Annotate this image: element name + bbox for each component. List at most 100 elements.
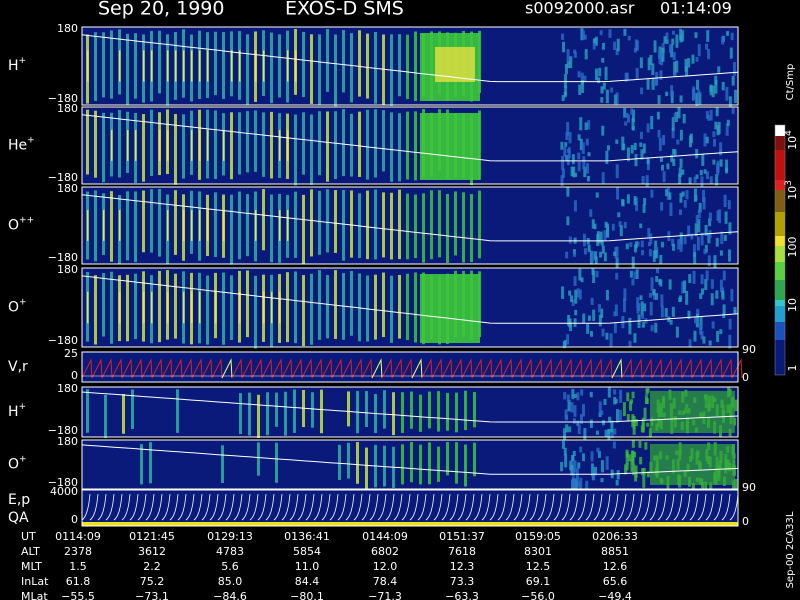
spectrum-noise <box>659 157 663 163</box>
spectrum-streak <box>254 110 257 172</box>
spectrum-noise <box>607 429 611 440</box>
energy-trace <box>585 493 595 521</box>
panel-label: H+ <box>8 402 26 421</box>
panel-frame <box>81 351 739 383</box>
date: Sep 20, 1990 <box>98 0 224 20</box>
y-tick-label: 180 <box>57 382 78 395</box>
cell: 5854 <box>293 545 321 558</box>
spectrum-noise <box>646 159 650 171</box>
spectrum-streak <box>318 270 321 340</box>
spectrum-noise <box>564 454 568 468</box>
spectrum-noise <box>697 218 701 233</box>
spectrum-streak <box>366 33 369 99</box>
spectrum-noise <box>701 154 705 166</box>
spectrum-noise <box>623 28 627 36</box>
panel-label: O++ <box>8 215 34 234</box>
spectrum-noise <box>677 239 681 250</box>
spectrum-noise <box>704 279 708 291</box>
spectrum-noise <box>694 32 698 39</box>
spectrum-streak <box>310 34 313 104</box>
spectrum-streak <box>358 273 361 342</box>
spectrum-noise <box>645 175 649 189</box>
spectrum-noise <box>630 459 634 472</box>
spectrum-streak <box>382 110 385 172</box>
spectrum-noise <box>579 477 583 491</box>
spectrum-noise <box>589 209 593 217</box>
spectrum-noise <box>569 56 573 69</box>
spectrum-noise <box>566 394 570 402</box>
spectrum-noise <box>685 290 689 305</box>
colorbar-segment <box>775 136 785 150</box>
spectrum-streak <box>446 392 449 431</box>
velocity-trace <box>431 358 443 379</box>
spectrum-noise <box>659 70 663 80</box>
spectrum-noise <box>581 142 585 154</box>
spectrum-noise <box>652 250 656 262</box>
spectrum-noise <box>598 412 602 418</box>
spectrum-core <box>199 210 201 241</box>
spectrum-noise <box>695 174 699 179</box>
spectrum-noise <box>640 149 644 160</box>
y-tick-label: 25 <box>64 347 78 360</box>
spectrum-streak <box>446 193 449 263</box>
spectrum-streak <box>311 392 314 428</box>
spectrum-streak <box>134 191 137 263</box>
velocity-trace <box>111 358 123 379</box>
spectrum-streak <box>438 190 441 258</box>
spectrum-noise <box>604 429 608 437</box>
spectrum-noise <box>647 242 651 247</box>
spectrum-noise <box>581 30 585 40</box>
spectrum-noise <box>675 60 679 73</box>
spectrum-noise <box>719 159 723 167</box>
spectrum-noise <box>626 147 630 162</box>
energy-trace <box>441 493 451 521</box>
spectrum-noise <box>583 248 587 255</box>
spectrum-streak <box>142 190 145 253</box>
row-label: MLat <box>21 590 48 600</box>
spectrum-noise <box>625 463 629 471</box>
spectrum-noise <box>631 278 635 286</box>
spectrum-noise <box>640 425 644 433</box>
spectrum-noise <box>603 398 607 406</box>
spectrum-noise <box>605 289 609 301</box>
spectrum-noise <box>650 277 654 291</box>
spectrum-noise <box>641 417 645 431</box>
spectrum-noise <box>591 463 595 477</box>
spectrum-noise <box>600 460 604 473</box>
y-tick-label: 180 <box>57 102 78 115</box>
spectrum-noise <box>578 84 582 95</box>
spectrum-noise <box>634 465 638 478</box>
velocity-trace <box>511 358 523 379</box>
y-tick-label: 180 <box>57 22 78 35</box>
spectrum-streak <box>270 32 273 104</box>
spectrum-noise <box>640 240 644 248</box>
spectrum-streak <box>347 391 350 427</box>
spectrum-streak <box>462 192 465 263</box>
spectrum-noise <box>597 450 601 458</box>
footer-id: Sep-00 2CA33L <box>785 511 796 588</box>
spectrum-noise <box>629 242 633 248</box>
spectrum-streak <box>310 189 313 257</box>
colorbar-tick-base: 10 <box>786 186 799 200</box>
spectrum-streak <box>238 191 241 260</box>
spectrum-noise <box>733 89 737 103</box>
spectrum-streak <box>398 34 401 97</box>
spectrum-noise <box>646 157 650 165</box>
spectrum-streak <box>239 393 242 434</box>
spectrum-noise <box>688 274 692 284</box>
spectrum-noise <box>563 428 567 442</box>
spectrum-noise <box>596 231 600 244</box>
spectrum-noise <box>651 63 655 76</box>
spectrum-noise <box>668 192 672 200</box>
colorbar-tick-label: 103 <box>784 180 800 200</box>
spectrum-noise <box>702 336 706 344</box>
velocity-trace <box>291 358 303 379</box>
spectrum-noise <box>706 171 710 180</box>
spectrum-streak <box>126 274 129 342</box>
spectrum-noise <box>579 446 583 453</box>
energy-trace <box>545 493 555 521</box>
spectrum-streak <box>222 32 225 100</box>
spectrum-noise <box>616 38 620 52</box>
spectrum-noise <box>582 156 586 170</box>
spectrum-streak <box>470 194 473 263</box>
